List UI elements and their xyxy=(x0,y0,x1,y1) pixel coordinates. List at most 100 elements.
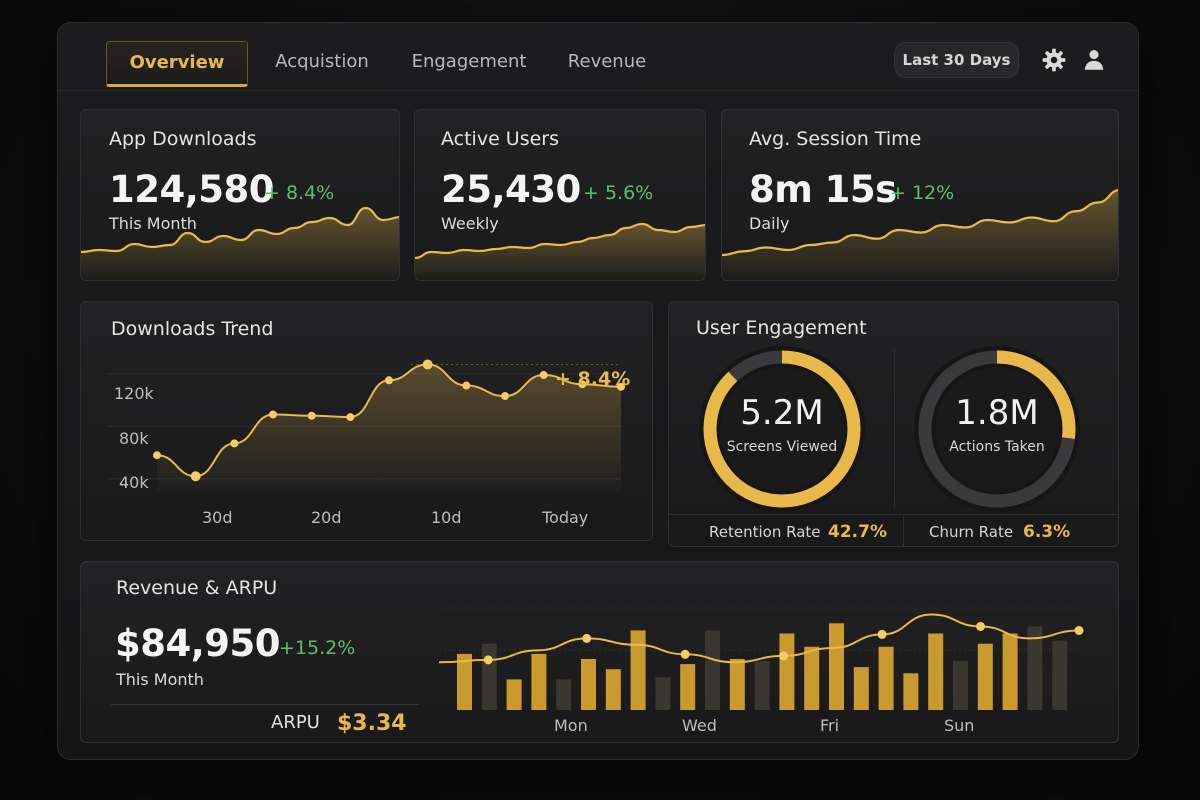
dashboard-frame: Overview Acquistion Engagement Revenue L… xyxy=(57,22,1139,760)
arpu-point xyxy=(976,621,986,631)
sparkline-line xyxy=(415,222,705,260)
ring-value: 5.2M xyxy=(740,393,824,433)
revenue-bar xyxy=(754,661,770,710)
kpi-card-session-time: Avg. Session Time 8m 15s + 12% Daily xyxy=(721,109,1119,281)
data-point xyxy=(617,382,625,391)
sparkline-area xyxy=(722,190,1118,280)
divider xyxy=(903,515,904,546)
x-tick-label: Sun xyxy=(944,716,975,735)
revenue-value: $84,950 xyxy=(115,622,281,665)
progress-ring xyxy=(914,346,1080,512)
revenue-bar xyxy=(977,643,993,710)
revenue-bar xyxy=(506,679,522,710)
kpi-card-downloads: App Downloads 124,580 + 8.4% This Month xyxy=(80,109,400,281)
arpu-line xyxy=(439,613,1080,664)
data-point xyxy=(539,371,548,380)
data-point xyxy=(422,359,433,370)
revenue-bar xyxy=(556,679,572,710)
churn-rate-label: Churn Rate xyxy=(929,523,1014,541)
x-tick-label: Mon xyxy=(554,716,588,735)
gear-icon[interactable] xyxy=(1041,47,1067,73)
kpi-delta: + 12% xyxy=(890,182,955,204)
sparkline-session-time xyxy=(722,189,1118,280)
sparkline-area xyxy=(415,224,705,280)
data-point xyxy=(190,471,201,482)
y-tick-label: 40k xyxy=(119,473,149,492)
revenue-bar xyxy=(853,667,869,710)
arpu-point xyxy=(877,629,887,639)
ring-value: 1.8M xyxy=(955,393,1039,433)
arpu-point xyxy=(483,655,493,665)
tab-revenue[interactable]: Revenue xyxy=(567,51,647,72)
card-title: User Engagement xyxy=(696,317,867,339)
revenue-bar xyxy=(1052,640,1068,710)
kpi-period: Daily xyxy=(749,214,790,233)
revenue-delta: +15.2% xyxy=(279,637,356,659)
kpi-title: Avg. Session Time xyxy=(749,128,922,150)
ring-screens-viewed: 5.2M Screens Viewed xyxy=(698,345,866,513)
revenue-bar xyxy=(1002,633,1018,710)
x-tick-label: 20d xyxy=(311,508,342,527)
tab-engagement[interactable]: Engagement xyxy=(411,51,527,72)
x-tick-label: Wed xyxy=(682,716,717,735)
kpi-delta: + 8.4% xyxy=(264,182,335,204)
revenue-bar xyxy=(655,677,671,710)
arpu-point xyxy=(680,649,690,659)
downloads-trend-card: Downloads Trend + 8.4% 120k 80k 40k 30d … xyxy=(80,301,653,541)
revenue-bar xyxy=(581,659,596,710)
sparkline-line xyxy=(722,189,1118,257)
trend-delta: + 8.4% xyxy=(555,368,631,390)
progress-ring xyxy=(699,346,865,512)
y-tick-label: 80k xyxy=(119,429,149,448)
revenue-bar xyxy=(457,653,472,710)
stats-footer: Retention Rate 42.7% Churn Rate 6.3% xyxy=(669,514,1118,546)
kpi-title: Active Users xyxy=(441,128,560,150)
ring-center xyxy=(935,367,1059,491)
x-tick-label: 30d xyxy=(202,508,233,527)
y-tick-label: 120k xyxy=(114,384,154,403)
divider xyxy=(894,348,895,508)
revenue-bar xyxy=(804,646,820,710)
revenue-bar xyxy=(878,646,894,710)
retention-rate-value: 42.7% xyxy=(828,522,887,542)
x-tick-label: 10d xyxy=(431,508,462,527)
date-range-button[interactable]: Last 30 Days xyxy=(894,42,1019,78)
kpi-value: 124,580 xyxy=(109,168,275,211)
churn-rate-value: 6.3% xyxy=(1023,522,1071,542)
tab-overview[interactable]: Overview xyxy=(106,41,248,87)
kpi-value: 25,430 xyxy=(441,168,581,211)
revenue-bar xyxy=(481,643,497,710)
ring-label: Actions Taken xyxy=(949,439,1045,455)
revenue-arpu-card: Revenue & ARPU $84,950 +15.2% This Month… xyxy=(80,561,1119,743)
chart-title: Downloads Trend xyxy=(111,318,274,340)
card-title: Revenue & ARPU xyxy=(116,577,278,599)
arpu-point xyxy=(779,651,789,661)
data-point xyxy=(501,392,509,401)
top-navigation: Overview Acquistion Engagement Revenue L… xyxy=(58,23,1138,91)
revenue-bar xyxy=(531,653,547,710)
arpu-label: ARPU xyxy=(271,712,320,733)
revenue-bar xyxy=(605,669,621,710)
revenue-bar xyxy=(829,623,844,710)
ring-progress xyxy=(918,350,1076,508)
arpu-point xyxy=(582,633,592,643)
ring-label: Screens Viewed xyxy=(726,439,838,455)
revenue-bar xyxy=(928,633,944,710)
kpi-period: Weekly xyxy=(441,214,499,233)
data-point xyxy=(578,380,587,389)
revenue-bar xyxy=(953,661,968,710)
user-icon[interactable] xyxy=(1081,47,1107,73)
kpi-period: This Month xyxy=(109,214,197,233)
revenue-bar xyxy=(705,630,720,710)
revenue-bar xyxy=(630,630,646,710)
data-point xyxy=(269,410,277,419)
tab-acquisition[interactable]: Acquistion xyxy=(275,51,369,72)
data-point xyxy=(462,381,471,390)
x-tick-label: Fri xyxy=(820,716,840,735)
data-point xyxy=(346,413,355,422)
revenue-bar xyxy=(903,673,919,710)
data-point xyxy=(153,451,161,460)
kpi-value: 8m 15s xyxy=(749,168,897,211)
arpu-value: $3.34 xyxy=(337,711,407,736)
revenue-bar xyxy=(680,664,696,710)
